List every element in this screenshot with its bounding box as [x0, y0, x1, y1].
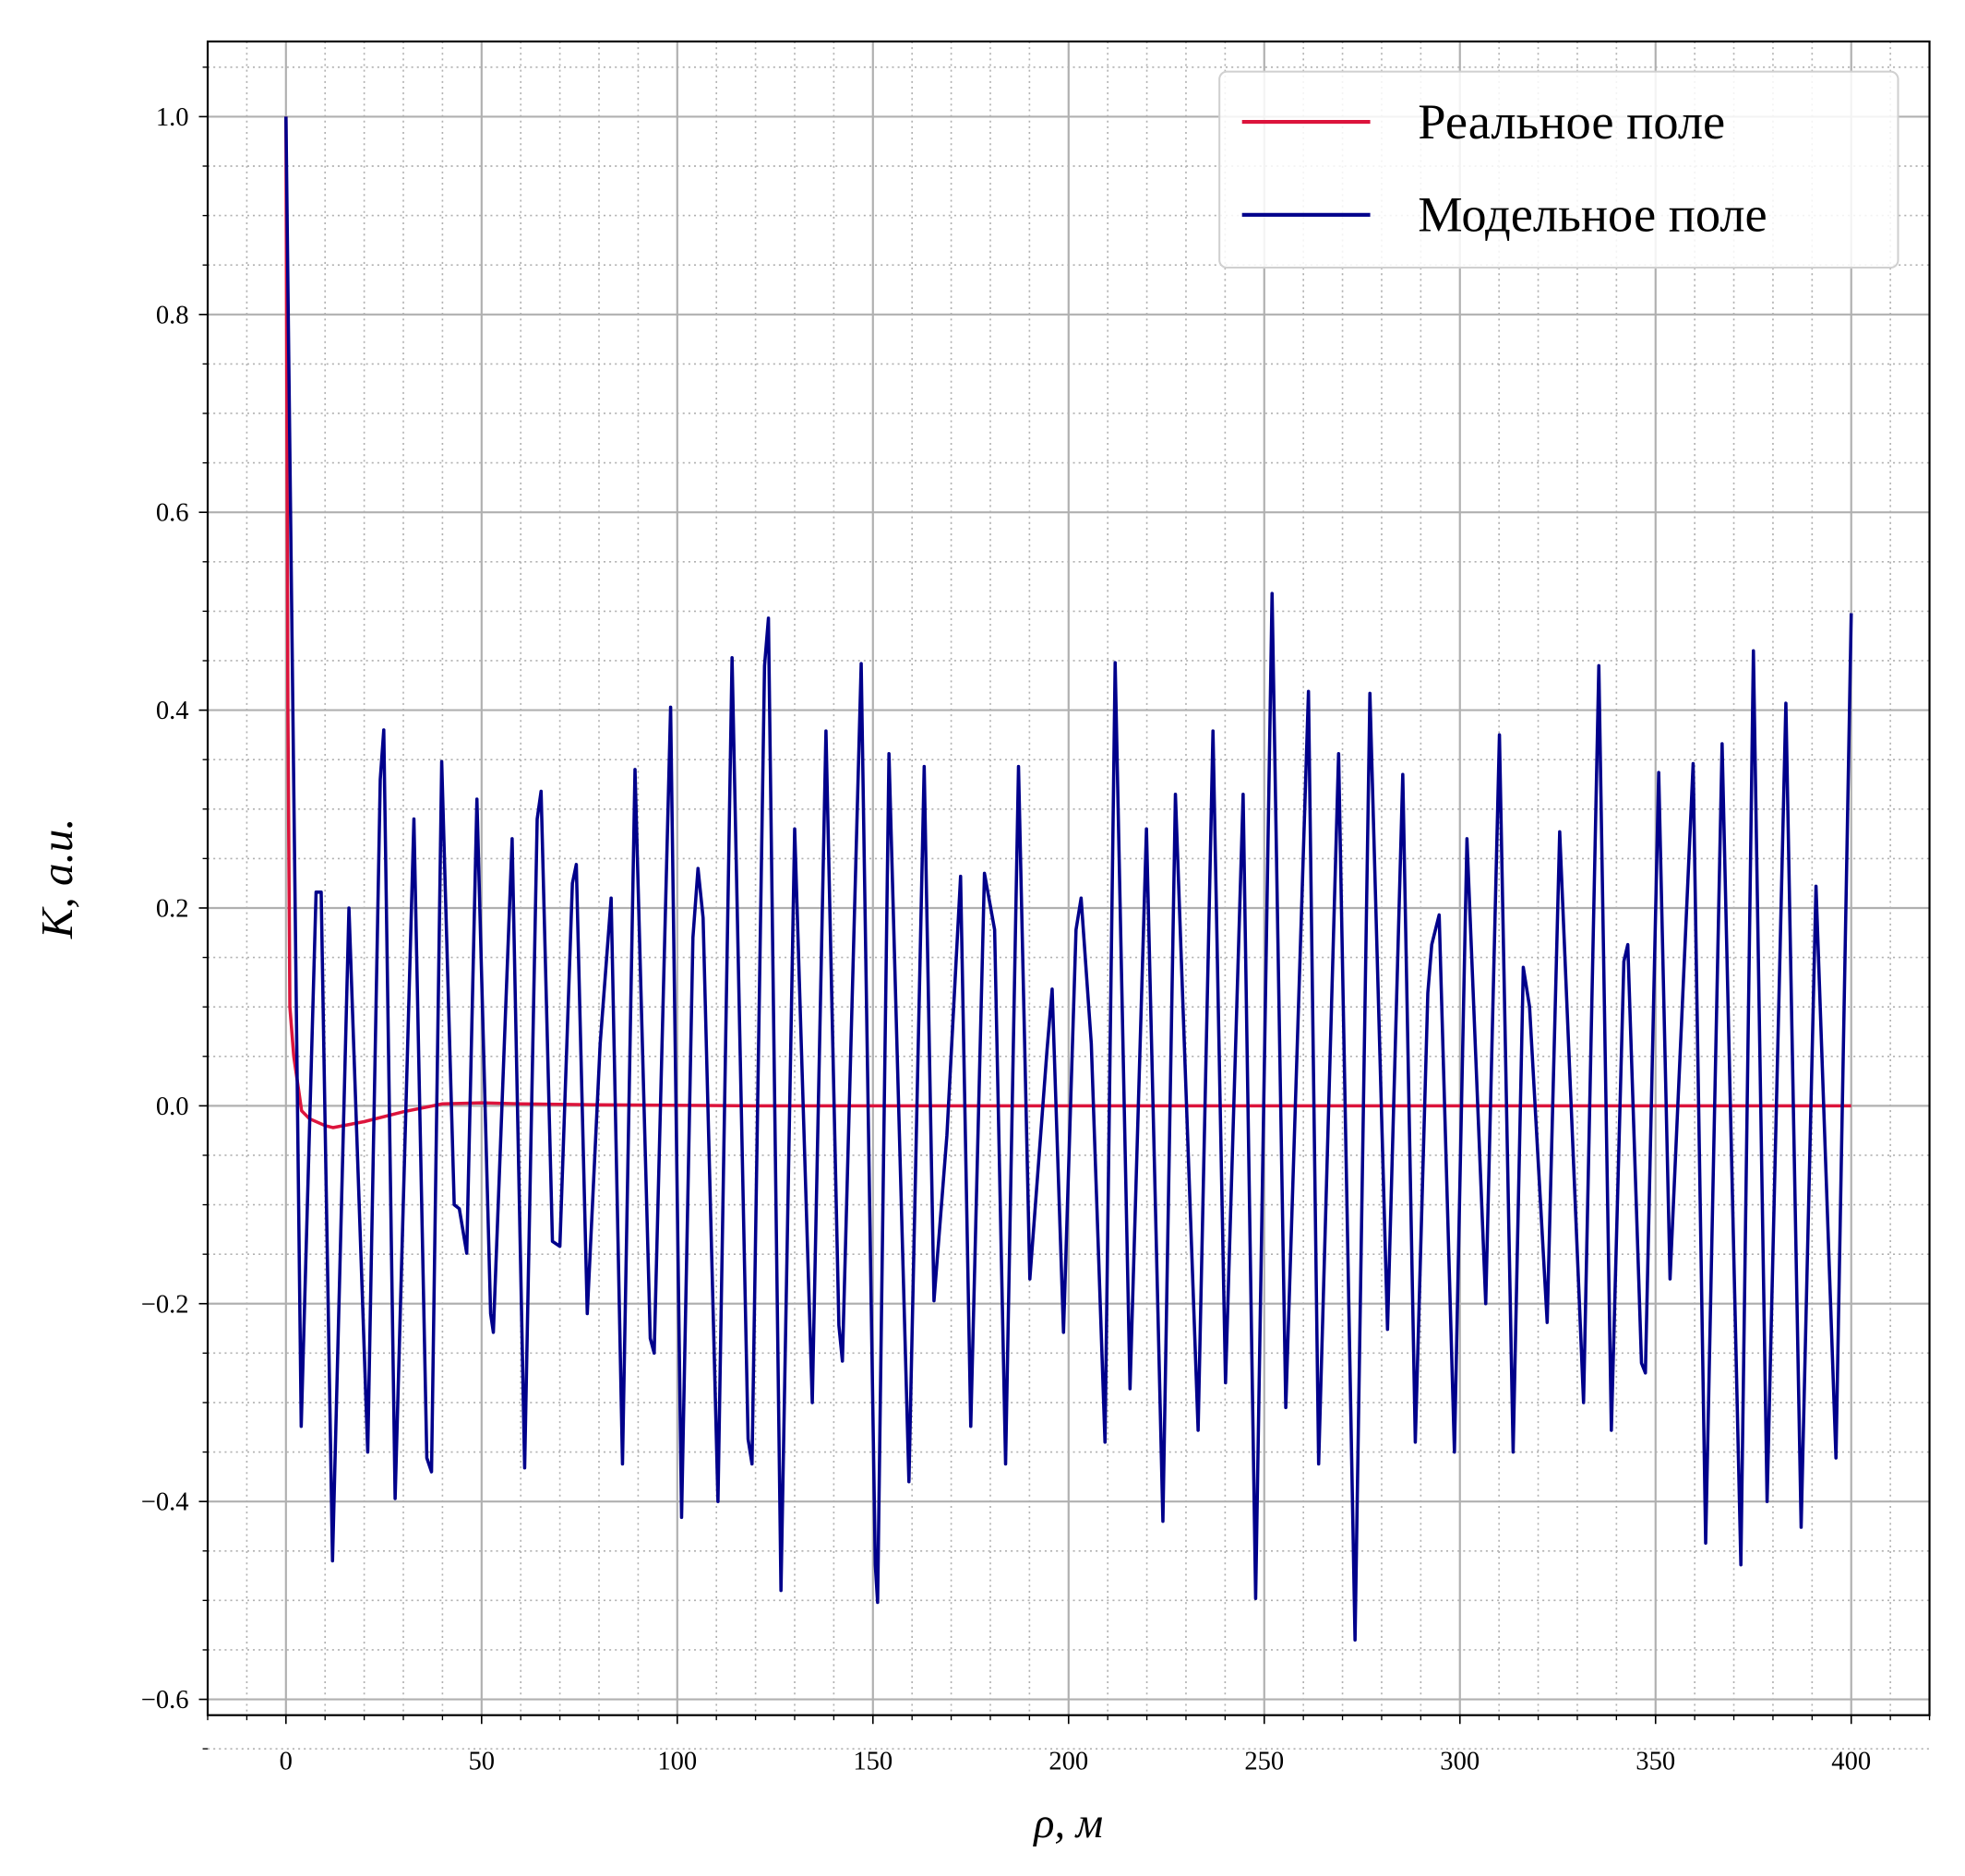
x-tick-label: 250	[1244, 1747, 1284, 1775]
legend-box	[1218, 70, 1899, 269]
y-tick-label: 0.0	[156, 1093, 189, 1121]
y-tick-label: −0.6	[141, 1686, 189, 1715]
y-tick-label: 1.0	[156, 103, 189, 132]
series-line	[284, 116, 1851, 1129]
x-tick-label: 50	[469, 1747, 496, 1775]
y-axis-label: K, a.u.	[31, 818, 82, 939]
x-tick-label: 100	[657, 1747, 697, 1775]
x-tick-label: 150	[853, 1747, 893, 1775]
y-tick-label: 0.6	[156, 499, 189, 528]
legend: Реальное поле Модельное поле	[1218, 70, 1899, 269]
x-tick-label: 300	[1440, 1747, 1480, 1775]
grid	[207, 41, 1931, 1750]
plot-area	[284, 116, 1853, 1643]
legend-label: Реальное поле	[1418, 93, 1725, 149]
x-tick-label: 350	[1636, 1747, 1675, 1775]
y-tick-label: 0.4	[156, 697, 189, 725]
y-tick-label: −0.4	[141, 1488, 189, 1517]
x-tick-label: 0	[280, 1747, 293, 1775]
series-line	[284, 116, 1853, 1643]
ticks: 0 50 100 150 200 250 300 350 400 −0.6 −0.4 −0.2 0.0 0…	[141, 66, 1931, 1775]
legend-label: Модельное поле	[1418, 186, 1767, 243]
y-tick-label: 0.8	[156, 301, 189, 329]
y-tick-label: 0.2	[156, 895, 189, 924]
x-axis-label: ρ, м	[1032, 1800, 1103, 1847]
y-tick-label: −0.2	[141, 1290, 189, 1319]
x-tick-label: 200	[1048, 1747, 1088, 1775]
x-tick-label: 400	[1831, 1747, 1871, 1775]
